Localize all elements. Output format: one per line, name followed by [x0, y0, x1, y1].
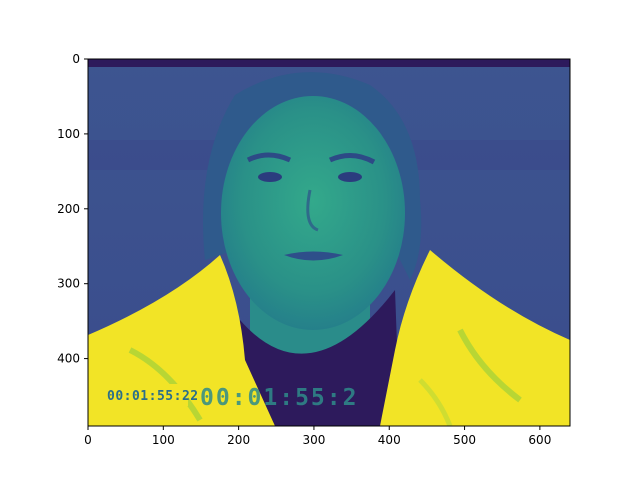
y-tick-label: 300: [57, 277, 80, 291]
timecode-small-box: [104, 384, 188, 406]
x-tick-label: 0: [84, 433, 92, 447]
x-tick-label: 400: [378, 433, 401, 447]
right-eye: [338, 172, 362, 182]
x-tick-label: 300: [302, 433, 325, 447]
face: [221, 96, 405, 330]
timecode-small: 00:01:55:22: [107, 389, 199, 404]
top-scanline-band: [88, 59, 570, 67]
left-eye: [258, 172, 282, 182]
x-tick-label: 600: [528, 433, 551, 447]
jacket-right: [380, 250, 570, 426]
mouth: [284, 251, 343, 261]
timecode-large: 00:01:55:2: [200, 385, 358, 411]
x-axis: 0 100 200 300 400 500 600: [84, 426, 551, 447]
dark-shirt: [240, 290, 400, 426]
axes-frame: [87, 58, 571, 427]
y-tick-label: 400: [57, 352, 80, 366]
x-tick-label: 100: [152, 433, 175, 447]
y-tick-label: 200: [57, 202, 80, 216]
jacket-left: [88, 255, 275, 426]
y-tick-label: 100: [57, 127, 80, 141]
y-tick-label: 0: [72, 52, 80, 66]
x-tick-label: 200: [227, 433, 250, 447]
y-axis: 0 100 200 300 400: [57, 52, 88, 366]
image-area: 00:01:55:22 00:01:55:2: [88, 59, 570, 426]
x-tick-label: 500: [453, 433, 476, 447]
